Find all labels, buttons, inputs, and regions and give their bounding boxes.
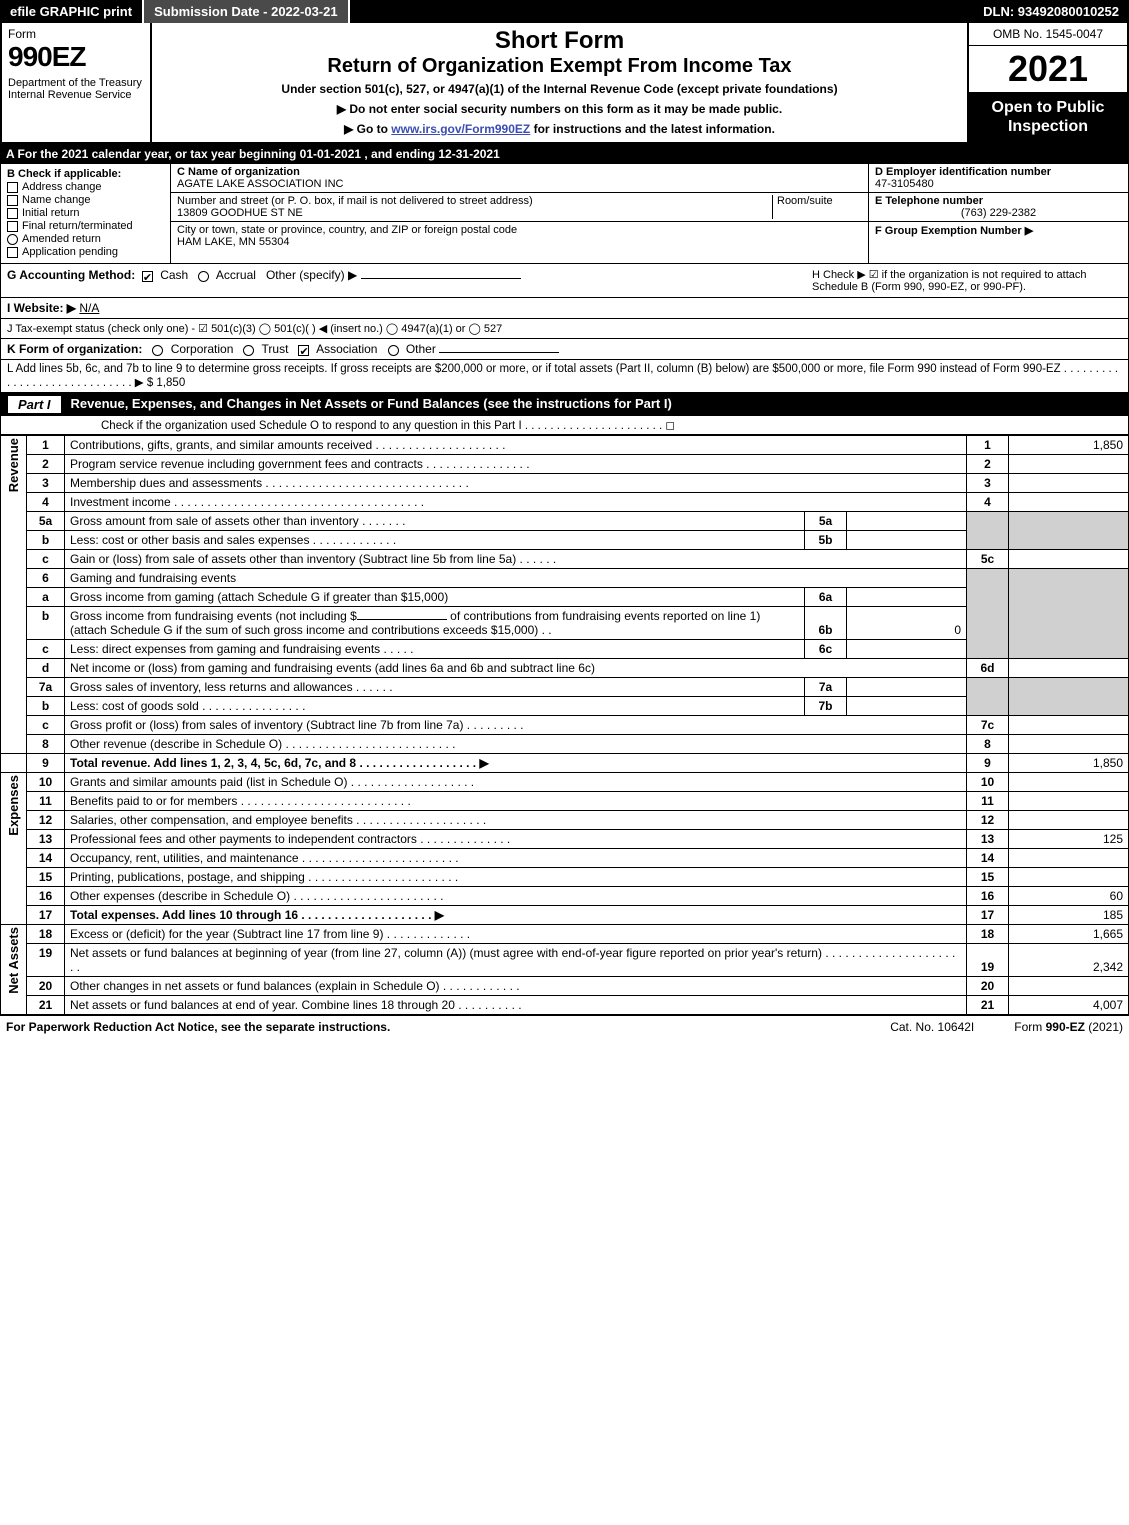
chk-amended-return[interactable]: Amended return <box>7 233 164 245</box>
dept-treasury: Department of the Treasury Internal Reve… <box>8 77 144 101</box>
row-g-accounting: G Accounting Method: Cash Accrual Other … <box>0 264 1129 298</box>
form-word: Form <box>8 27 144 41</box>
col-b-checkboxes: B Check if applicable: Address change Na… <box>1 164 171 263</box>
ssn-note: ▶ Do not enter social security numbers o… <box>160 102 959 116</box>
b-label: B Check if applicable: <box>7 168 164 180</box>
line-16-amt: 60 <box>1009 887 1129 906</box>
ein-value: 47-3105480 <box>875 178 934 190</box>
irs-link[interactable]: www.irs.gov/Form990EZ <box>391 122 530 136</box>
line-18-amt: 1,665 <box>1009 925 1129 944</box>
dln: DLN: 93492080010252 <box>973 0 1129 23</box>
row-k-form-of-org: K Form of organization: Corporation Trus… <box>0 339 1129 360</box>
submission-date: Submission Date - 2022-03-21 <box>144 0 350 23</box>
c-street-cell: Number and street (or P. O. box, if mail… <box>171 193 868 222</box>
chk-accrual[interactable] <box>198 271 209 282</box>
line-1-amt: 1,850 <box>1009 436 1129 455</box>
website-value: N/A <box>79 301 99 315</box>
f-group-exemption: F Group Exemption Number ▶ <box>869 222 1128 239</box>
header-left: Form 990EZ Department of the Treasury In… <box>2 23 152 142</box>
tax-year: 2021 <box>969 46 1127 92</box>
row-a-calendar-year: A For the 2021 calendar year, or tax yea… <box>0 144 1129 164</box>
part-i-header: Part I Revenue, Expenses, and Changes in… <box>0 393 1129 416</box>
section-b-to-f: B Check if applicable: Address change Na… <box>0 164 1129 264</box>
line-19-amt: 2,342 <box>1009 944 1129 977</box>
row-i-website: I Website: ▶ N/A <box>0 298 1129 319</box>
c-city-cell: City or town, state or province, country… <box>171 222 868 250</box>
phone-value: (763) 229-2382 <box>875 207 1122 219</box>
cat-no: Cat. No. 10642I <box>890 1020 974 1034</box>
open-public-inspection: Open to Public Inspection <box>969 92 1127 142</box>
line-9-amt: 1,850 <box>1009 754 1129 773</box>
header-right: OMB No. 1545-0047 2021 Open to Public In… <box>967 23 1127 142</box>
chk-initial-return[interactable]: Initial return <box>7 207 164 219</box>
org-street: 13809 GOODHUE ST NE <box>177 207 303 219</box>
net-assets-vlabel: Net Assets <box>1 925 27 1015</box>
chk-name-change[interactable]: Name change <box>7 194 164 206</box>
omb-number: OMB No. 1545-0047 <box>969 23 1127 46</box>
form-number: 990EZ <box>8 41 144 73</box>
c-name-cell: C Name of organization AGATE LAKE ASSOCI… <box>171 164 868 193</box>
form-header: Form 990EZ Department of the Treasury In… <box>0 23 1129 144</box>
line-21-amt: 4,007 <box>1009 996 1129 1015</box>
line-17-amt: 185 <box>1009 906 1129 925</box>
form-subtitle: Under section 501(c), 527, or 4947(a)(1)… <box>160 82 959 96</box>
short-form-label: Short Form <box>160 27 959 55</box>
chk-cash[interactable] <box>142 271 153 282</box>
chk-other-org[interactable] <box>388 345 399 356</box>
part-i-title: Revenue, Expenses, and Changes in Net As… <box>71 396 672 413</box>
lines-table: Revenue 1 Contributions, gifts, grants, … <box>0 435 1129 1015</box>
room-suite: Room/suite <box>772 195 862 219</box>
efile-print-label[interactable]: efile GRAPHIC print <box>0 0 144 23</box>
chk-address-change[interactable]: Address change <box>7 181 164 193</box>
chk-trust[interactable] <box>243 345 254 356</box>
org-city: HAM LAKE, MN 55304 <box>177 236 290 248</box>
row-j-tax-exempt: J Tax-exempt status (check only one) - ☑… <box>0 319 1129 339</box>
chk-application-pending[interactable]: Application pending <box>7 246 164 258</box>
header-title-block: Short Form Return of Organization Exempt… <box>152 23 967 142</box>
page-footer: For Paperwork Reduction Act Notice, see … <box>0 1015 1129 1038</box>
col-c-org-info: C Name of organization AGATE LAKE ASSOCI… <box>171 164 868 263</box>
chk-association[interactable] <box>298 345 309 356</box>
goto-note: ▶ Go to www.irs.gov/Form990EZ for instru… <box>160 122 959 136</box>
chk-corporation[interactable] <box>152 345 163 356</box>
pra-notice: For Paperwork Reduction Act Notice, see … <box>6 1020 390 1034</box>
org-name: AGATE LAKE ASSOCIATION INC <box>177 178 343 190</box>
part-i-tag: Part I <box>8 396 61 413</box>
row-l-gross-receipts: L Add lines 5b, 6c, and 7b to line 9 to … <box>0 360 1129 393</box>
line-1-desc: Contributions, gifts, grants, and simila… <box>65 436 967 455</box>
chk-final-return[interactable]: Final return/terminated <box>7 220 164 232</box>
expenses-vlabel: Expenses <box>1 773 27 925</box>
form-title: Return of Organization Exempt From Incom… <box>160 55 959 78</box>
line-13-amt: 125 <box>1009 830 1129 849</box>
revenue-vlabel: Revenue <box>1 436 27 754</box>
form-no-footer: Form 990-EZ (2021) <box>1014 1020 1123 1034</box>
top-bar: efile GRAPHIC print Submission Date - 20… <box>0 0 1129 23</box>
d-ein: D Employer identification number 47-3105… <box>869 164 1128 193</box>
row-h-schedule-b: H Check ▶ ☑ if the organization is not r… <box>812 268 1122 293</box>
part-i-sched-o-check: Check if the organization used Schedule … <box>0 416 1129 435</box>
e-telephone: E Telephone number (763) 229-2382 <box>869 193 1128 222</box>
col-d-e-f: D Employer identification number 47-3105… <box>868 164 1128 263</box>
